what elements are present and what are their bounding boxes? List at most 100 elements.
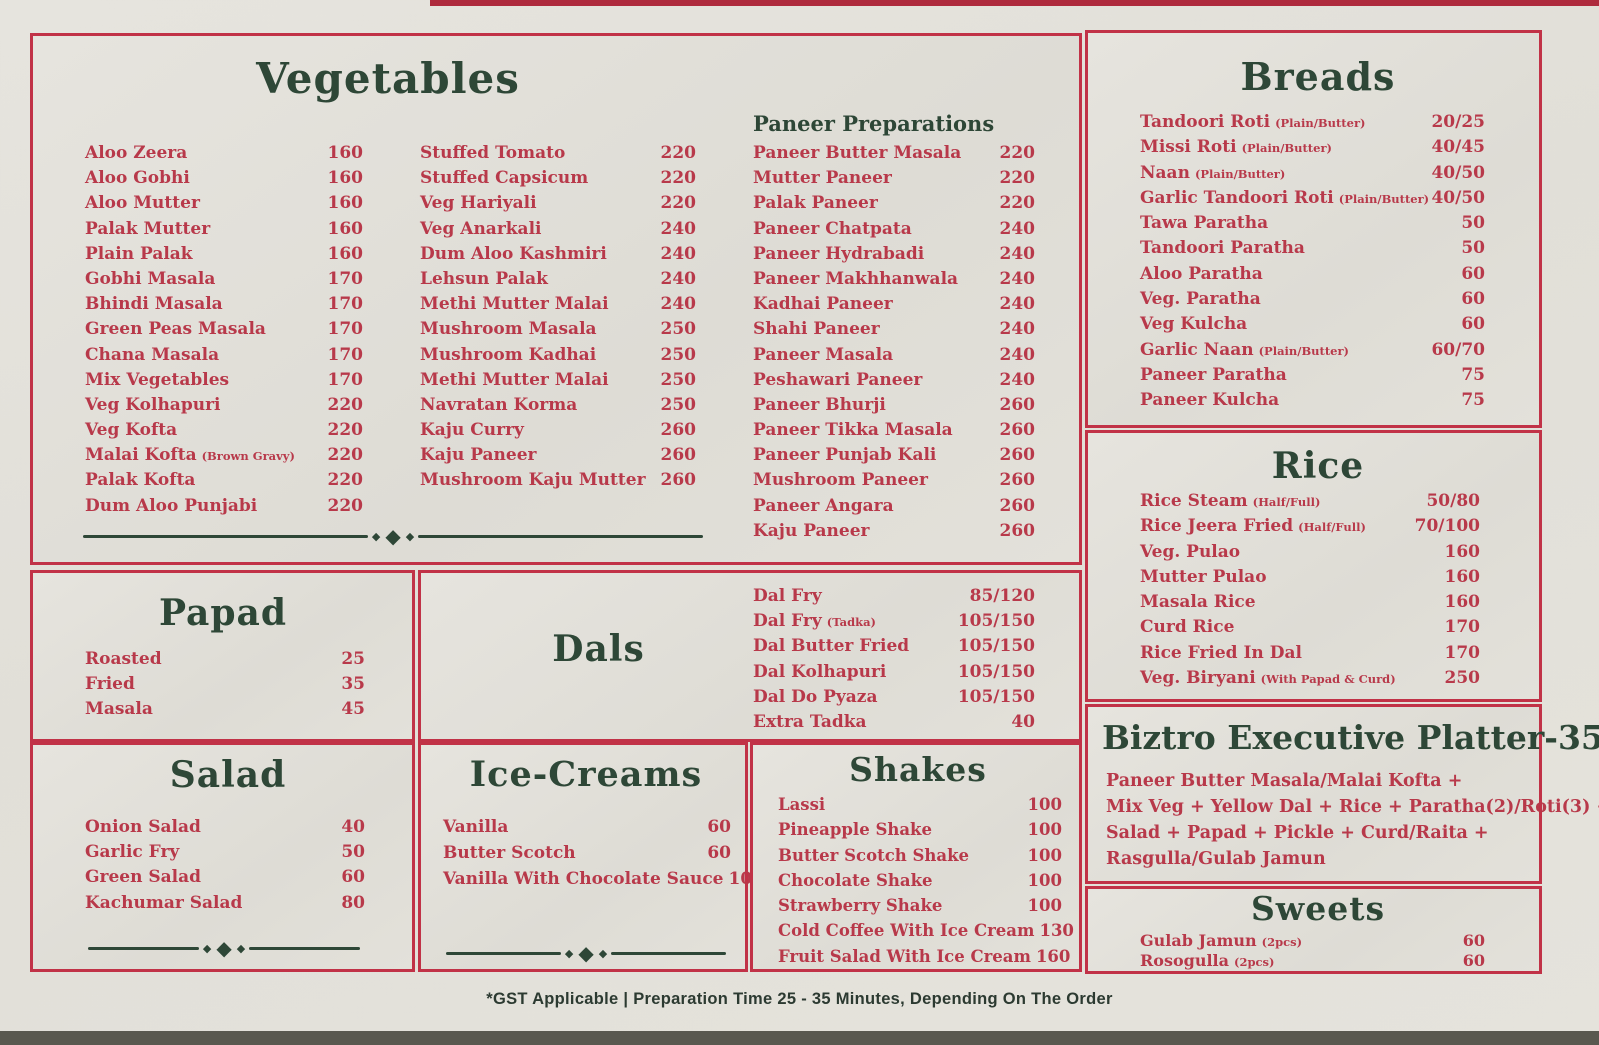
menu-item-name: Pineapple Shake [778,820,932,840]
menu-item-name: Veg Hariyali [420,193,537,214]
menu-item-name: Veg Kolhapuri [85,394,221,415]
menu-item-name: Paneer Paratha [1140,364,1287,385]
menu-item-price: 60/70 [1431,339,1485,360]
menu-item-row: Palak Kofta 220 [85,470,363,495]
menu-item-price: 260 [660,420,697,441]
menu-item-name: Paneer Masala [753,344,894,365]
platter-description-line: Rasgulla/Gulab Jamun [1106,849,1326,869]
menu-item-row: Dal Do Pyaza 105/150 [753,687,1035,712]
menu-item-note: (Plain/Butter) [1258,343,1349,358]
menu-item-row: Gulab Jamun (2pcs) 60 [1140,931,1485,951]
menu-item-price: 60 [707,843,731,863]
menu-item-row: Veg Kolhapuri 220 [85,395,363,420]
menu-item-row: Veg. Biryani (With Papad & Curd) 250 [1140,668,1480,693]
diamond-icon: ◆ [202,941,212,955]
menu-item-name: Rosogulla (2pcs) [1140,951,1275,970]
platter-description: Paneer Butter Masala/Malai Kofta + Mix V… [1106,771,1599,875]
menu-item-price: 240 [999,344,1036,365]
menu-item-row: Paneer Butter Masala 220 [753,143,1035,168]
menu-item-price: 160 [1444,541,1481,562]
photo-edge-red-strip [430,0,1599,6]
menu-item-row: Strawberry Shake 100 [778,896,1062,921]
menu-item-note: (2pcs) [1234,955,1275,969]
menu-item-row: Kachumar Salad 80 [85,893,365,918]
menu-item-row: Naan (Plain/Butter) 40/50 [1140,163,1485,188]
vegetables-col1: Aloo Zeera 160 Aloo Gobhi 160 Aloo Mutte… [85,143,363,521]
menu-item-row: Butter Scotch 60 [443,843,731,869]
menu-item-name: Gulab Jamun (2pcs) [1140,931,1303,950]
menu-item-price: 260 [999,470,1036,491]
menu-item-price: 60 [1461,314,1485,335]
menu-item-price: 220 [327,495,364,516]
menu-item-row: Mushroom Kaju Mutter 260 [420,470,696,495]
menu-item-price: 105/150 [957,661,1035,682]
menu-item-row: Vanilla 60 [443,817,731,843]
menu-item-row: Aloo Paratha 60 [1140,264,1485,289]
menu-item-name: Garlic Tandoori Roti (Plain/Butter) [1140,187,1430,208]
menu-item-row: Garlic Fry 50 [85,842,365,867]
menu-item-price: 160 [327,143,364,163]
icecreams-section: Ice-Creams Vanilla 60 Butter Scotch 60 V… [418,742,764,972]
menu-item-name: Paneer Butter Masala [753,143,962,163]
menu-item-price: 40/50 [1431,187,1485,208]
menu-item-row: Mix Vegetables 170 [85,370,363,395]
menu-item-price: 240 [660,268,697,289]
menu-item-row: Fruit Salad With Ice Cream 160 [778,947,1070,972]
paneer-preparations-items: Paneer Butter Masala 220 Mutter Paneer 2… [753,143,1035,546]
menu-item-note: (With Papad & Curd) [1260,672,1396,687]
rice-title: Rice [1271,445,1365,487]
menu-item-name: Onion Salad [85,817,201,837]
menu-item-name: Palak Kofta [85,470,196,491]
menu-item-price: 250 [660,319,697,340]
menu-item-name: Plain Palak [85,243,193,264]
menu-item-price: 160 [1035,946,1071,966]
menu-item-row: Missi Roti (Plain/Butter) 40/45 [1140,137,1485,162]
menu-item-name: Butter Scotch [443,843,576,863]
menu-item-note: (Plain/Butter) [1194,166,1286,181]
menu-item-name: Gobhi Masala [85,268,216,289]
menu-item-price: 170 [327,268,364,289]
menu-item-row: Rosogulla (2pcs) 60 [1140,951,1485,971]
menu-item-row: Vanilla With Chocolate Sauce 100 [443,869,764,895]
menu-item-row: Extra Tadka 40 [753,712,1035,737]
menu-item-name: Methi Mutter Malai [420,369,609,390]
menu-item-name: Fried [85,674,135,695]
menu-item-row: Rice Steam (Half/Full) 50/80 [1140,491,1480,516]
menu-item-name: Lehsun Palak [420,268,548,289]
menu-item-row: Rice Fried In Dal 170 [1140,643,1480,668]
diamond-icon: ◆ [216,936,232,960]
menu-item-price: 260 [660,445,697,466]
menu-item-row: Chana Masala 170 [85,345,363,370]
menu-item-name: Dal Fry [753,586,822,606]
menu-item-name: Garlic Naan (Plain/Butter) [1140,339,1349,360]
menu-item-price: 260 [999,520,1036,541]
menu-item-name: Methi Mutter Malai [420,294,609,315]
menu-item-row: Malai Kofta (Brown Gravy) 220 [85,445,363,470]
menu-item-note: (Plain/Butter) [1338,191,1430,206]
menu-item-price: 240 [660,218,697,239]
menu-item-price: 75 [1461,390,1485,411]
menu-item-price: 250 [660,394,697,415]
menu-item-price: 220 [999,193,1036,214]
menu-item-price: 100 [1027,870,1062,890]
menu-item-price: 105/150 [957,611,1035,632]
menu-item-row: Paneer Paratha 75 [1140,365,1485,390]
menu-item-name: Kadhai Paneer [753,294,893,315]
platter-description-line: Paneer Butter Masala/Malai Kofta + [1106,771,1463,791]
menu-item-name: Chocolate Shake [778,870,933,890]
icecreams-items: Vanilla 60 Butter Scotch 60 Vanilla With… [443,817,764,895]
menu-item-row: Navratan Korma 250 [420,395,696,420]
menu-item-price: 260 [660,470,697,491]
menu-item-name: Vanilla With Chocolate Sauce [443,869,724,889]
sweets-title: Sweets [1250,889,1386,928]
menu-item-price: 240 [999,319,1036,340]
menu-item-price: 80 [341,892,365,913]
menu-item-price: 220 [327,470,364,491]
menu-item-name: Paneer Chatpata [753,218,912,239]
menu-item-row: Plain Palak 160 [85,244,363,269]
menu-item-price: 50 [1461,238,1485,259]
dals-section: Dals Dal Fry 85/120 Dal Fry (Tadka) 105/1… [418,570,1082,742]
menu-item-row: Curd Rice 170 [1140,617,1480,642]
vegetables-title: Vegetables [256,54,520,103]
menu-item-note: (Half/Full) [1252,495,1321,509]
